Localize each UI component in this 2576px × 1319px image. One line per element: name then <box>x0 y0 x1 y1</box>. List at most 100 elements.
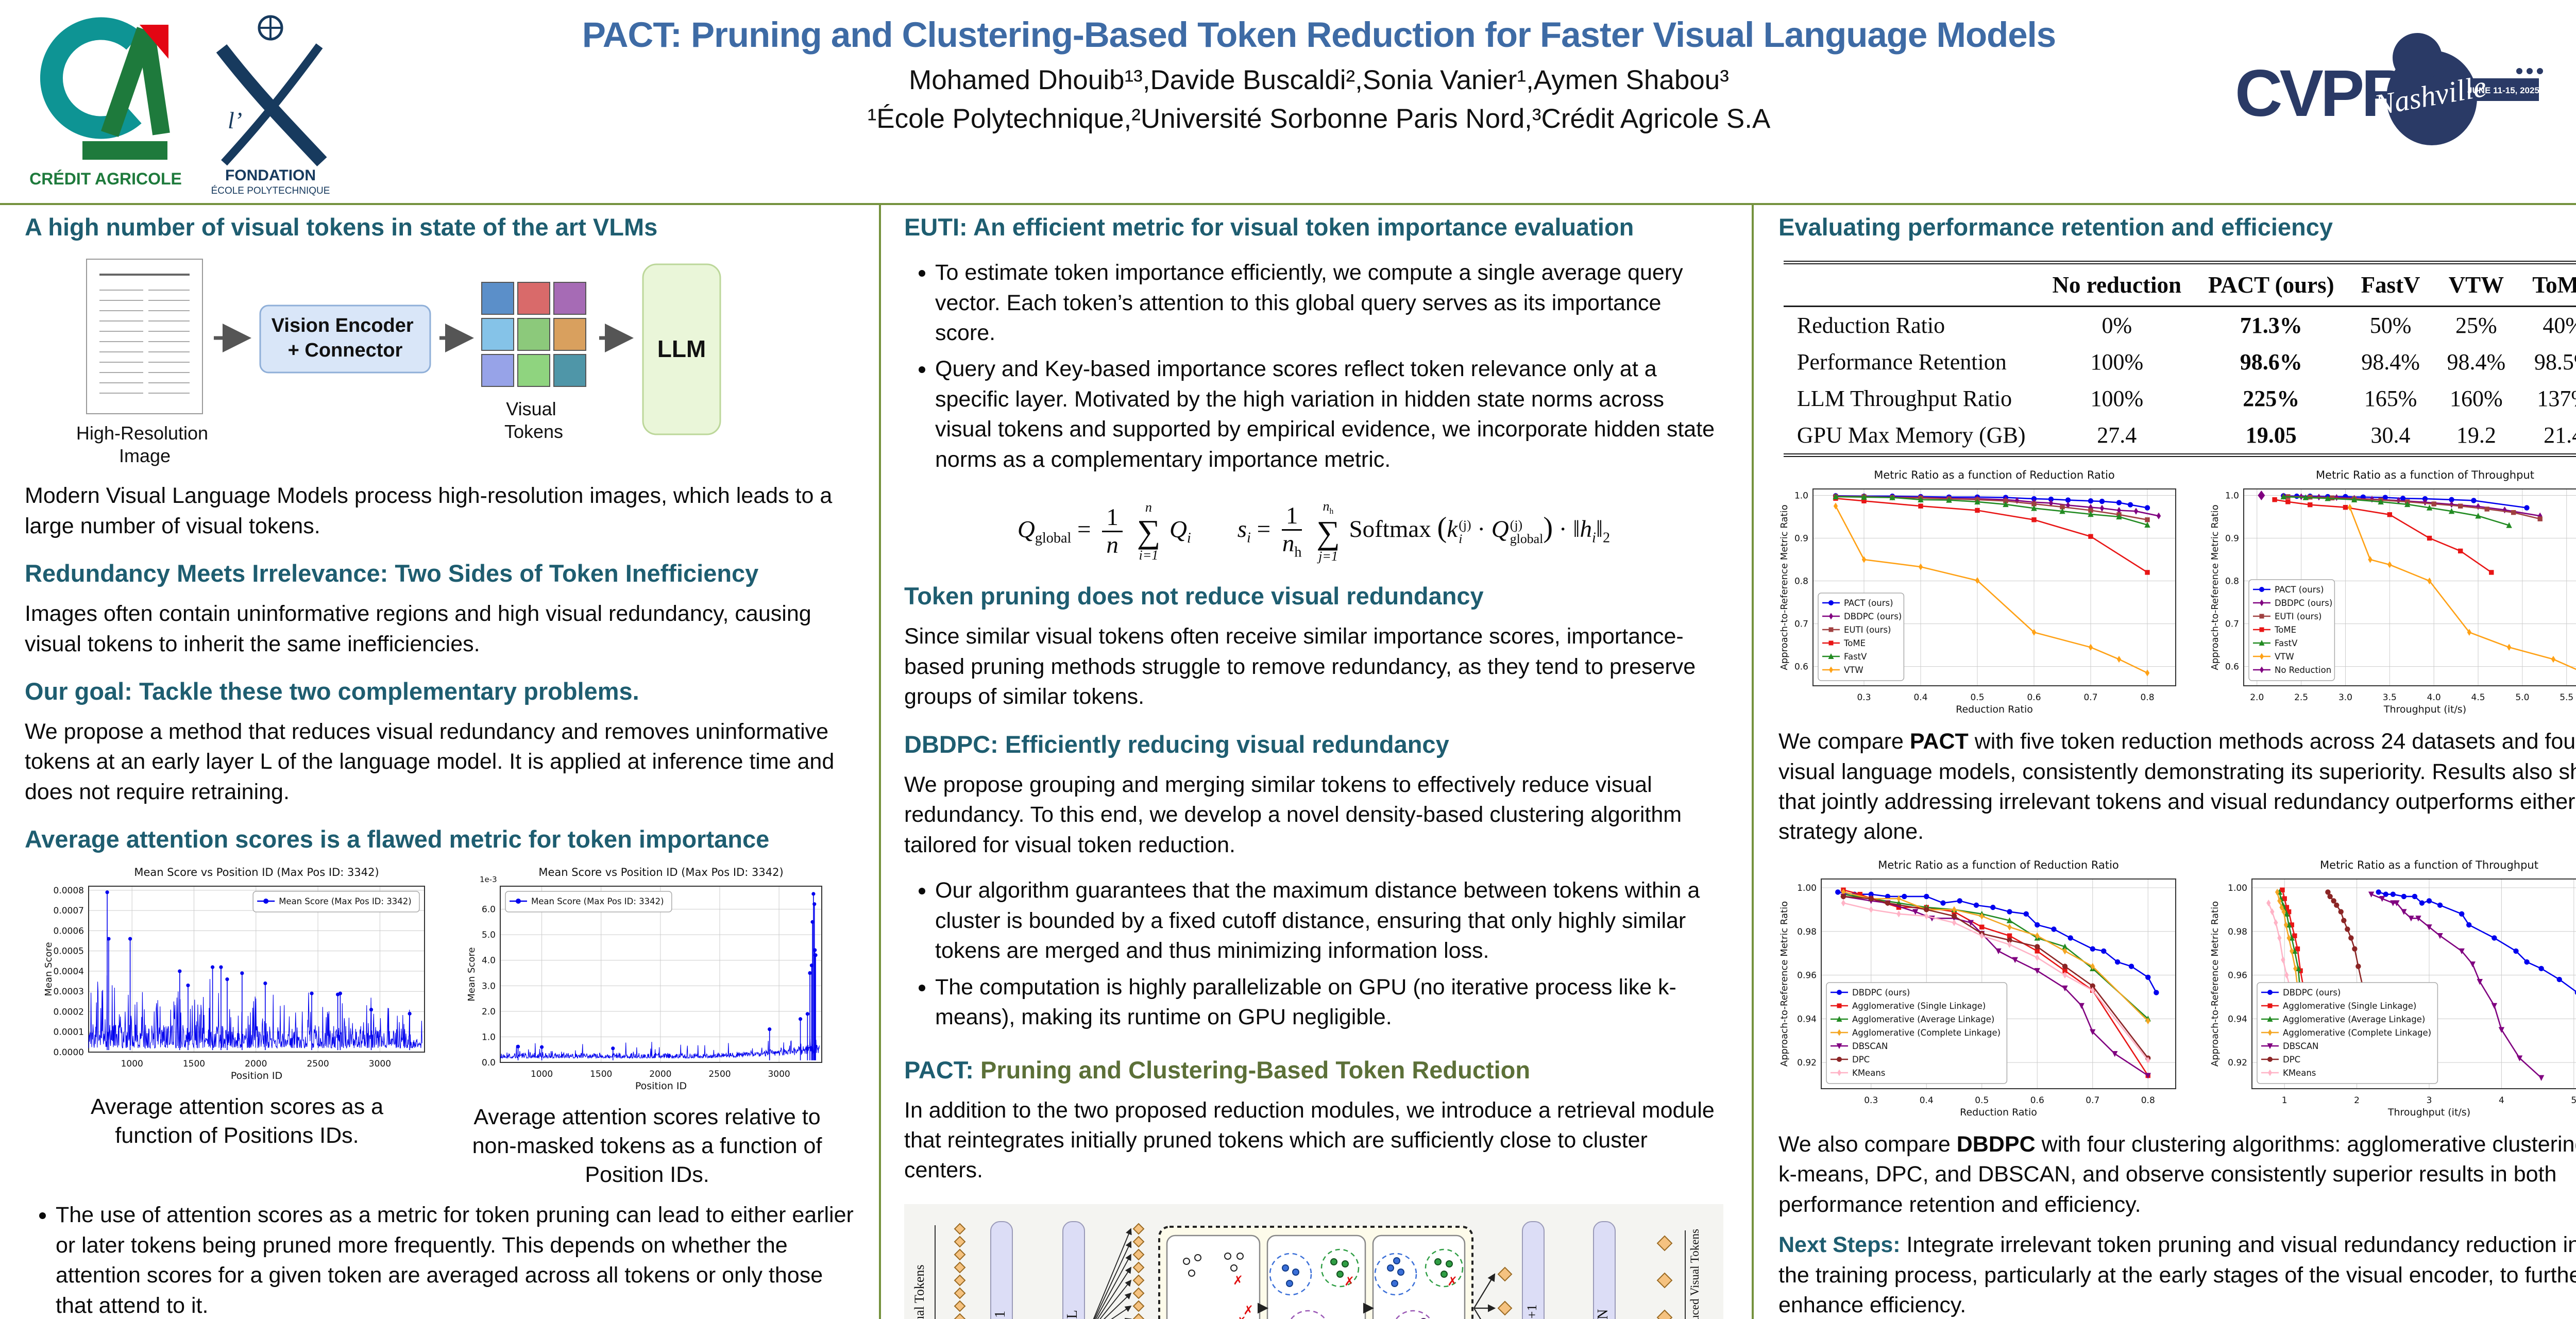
svg-text:Agglomerative (Complete Linkag: Agglomerative (Complete Linkage) <box>1852 1028 2001 1038</box>
attention-chart-all: 1000 1500 2000 2500 3000 0.0000 0.0001 0.0002 0.… <box>41 864 433 1190</box>
visual-token-icon <box>954 1223 966 1235</box>
caption-attention-nonmasked: Average attention scores relative to non… <box>472 1105 822 1188</box>
ca-underline <box>82 141 167 160</box>
visual-token-icon <box>1656 1235 1673 1252</box>
svg-text:Mean Score vs Position ID (Ma: Mean Score vs Position ID (Max Pos ID: 3… <box>134 866 379 878</box>
poster-header: CRÉDIT AGRICOLE l’ FONDATION ÉCOLE POLYT… <box>0 0 2576 203</box>
svg-text:0.7: 0.7 <box>2086 1095 2099 1106</box>
paragraph-goal: We propose a method that reduces visual … <box>25 719 835 804</box>
svg-text:6.0: 6.0 <box>482 905 496 915</box>
svg-text:KMeans: KMeans <box>2283 1068 2316 1078</box>
paragraph-pact: In addition to the two proposed reductio… <box>904 1097 1715 1183</box>
svg-text:Mean Score vs Position ID (Ma: Mean Score vs Position ID (Max Pos ID: 3… <box>538 866 783 878</box>
ca-a-right <box>137 28 170 136</box>
chart-attn-nonmasked: 1000 1500 2000 2500 3000 0.0 1.0 2.0 3.0 4.0 5.0 6.… <box>466 866 822 1092</box>
visual-token-icon <box>1132 1248 1145 1261</box>
svg-text:DPC: DPC <box>1852 1055 1870 1064</box>
svg-text:1500: 1500 <box>183 1059 205 1069</box>
svg-text:1000: 1000 <box>531 1069 553 1079</box>
svg-text:✗: ✗ <box>1344 1274 1354 1289</box>
visual-token-icon <box>1656 1309 1673 1319</box>
svg-text:Reduction Ratio: Reduction Ratio <box>1956 704 2033 715</box>
visual-token-icon <box>1132 1236 1145 1248</box>
bullet-global-query: To estimate token importance efficiently… <box>935 258 1723 348</box>
visual-token-icon <box>954 1300 966 1312</box>
svg-text:Mean Score: Mean Score <box>43 942 54 996</box>
svg-text:1.0: 1.0 <box>1794 491 1808 501</box>
cvpr-brand: CVPR <box>2235 57 2408 130</box>
bullet-cutoff-distance: Our algorithm guarantees that the maximu… <box>935 875 1723 966</box>
svg-text:VTW: VTW <box>1844 665 1863 675</box>
table-cell: 98.6% <box>2240 349 2302 375</box>
svg-text:Mean Score (Max Pos ID: 3342): Mean Score (Max Pos ID: 3342) <box>279 897 412 906</box>
svg-text:0.6: 0.6 <box>2225 662 2239 672</box>
svg-text:0.94: 0.94 <box>2228 1014 2247 1024</box>
chart-clustering-reduction: 0.3 0.4 0.5 0.6 0.7 0.8 0.92 0.94 0.96 0.98 1.00 Me… <box>1779 859 2176 1118</box>
visual-token-icon <box>1132 1261 1145 1274</box>
svg-text:DBSCAN: DBSCAN <box>1852 1041 1888 1051</box>
svg-text:2: 2 <box>2354 1095 2360 1106</box>
svg-text:0.98: 0.98 <box>2228 927 2247 937</box>
table-cell: 25% <box>2455 313 2497 339</box>
svg-text:Approach-to-Reference Metric R: Approach-to-Reference Metric Ratio <box>2210 901 2221 1067</box>
table-cell: Performance Retention <box>1797 349 2007 375</box>
column-divider-2 <box>1752 205 1754 1319</box>
heading-redundancy: Redundancy Meets Irrelevance: Two Sides … <box>25 559 759 587</box>
visual-token-icon <box>1497 1300 1513 1316</box>
svg-text:0.0: 0.0 <box>482 1058 496 1068</box>
table-row: Reduction Ratio 0% 71.3% 50% 25% 40% <box>1784 307 2576 344</box>
heading-dbdpc: DBDPC: Efficiently reducing visual redun… <box>904 730 1449 758</box>
table-cell: 100% <box>2090 386 2144 412</box>
svg-text:EUTI (ours): EUTI (ours) <box>2275 612 2322 621</box>
table-cell: 30.4 <box>2370 422 2411 448</box>
svg-text:5.0: 5.0 <box>482 931 496 941</box>
heading-high-token-count: A high number of visual tokens in state … <box>25 213 658 241</box>
svg-text:2000: 2000 <box>245 1059 267 1069</box>
credit-agricole-logo: CRÉDIT AGRICOLE <box>28 9 183 200</box>
visual-token-icon <box>1132 1223 1145 1235</box>
svg-text:0.0007: 0.0007 <box>54 906 84 917</box>
svg-text:5: 5 <box>2571 1095 2576 1106</box>
svg-text:Throughput (it/s): Throughput (it/s) <box>2387 1107 2470 1118</box>
table-row: LLM Throughput Ratio 100% 225% 165% 160% 137% <box>1784 380 2576 417</box>
table-cell: 100% <box>2090 349 2144 375</box>
table-cell: 98.5% <box>2534 349 2576 375</box>
svg-text:0.0001: 0.0001 <box>54 1027 84 1038</box>
table-cell: 160% <box>2450 386 2503 412</box>
visual-token-icon <box>954 1313 966 1319</box>
svg-text:5.5: 5.5 <box>2560 692 2573 703</box>
svg-text:DBDPC (ours): DBDPC (ours) <box>1852 988 1910 997</box>
table-header: PACT (ours) <box>2208 272 2334 298</box>
x-script: l’ <box>228 107 242 133</box>
pact-module-box: Pruning (EUTI) Clustering (DBDPC) Retrie… <box>1158 1225 1473 1319</box>
svg-text:1: 1 <box>2282 1095 2287 1106</box>
table-cell: 225% <box>2243 386 2300 412</box>
euti-bullets: To estimate token importance efficiently… <box>906 251 1723 481</box>
x-name2: ÉCOLE POLYTECHNIQUE <box>211 185 330 196</box>
svg-text:4.0: 4.0 <box>2427 692 2441 703</box>
vision-encoder-box: Vision Encoder + Connector <box>259 305 431 374</box>
table-header: ToME <box>2532 272 2576 298</box>
svg-text:0.4: 0.4 <box>1913 692 1927 703</box>
visual-token-icon <box>1132 1313 1145 1319</box>
svg-text:0.9: 0.9 <box>2225 534 2239 544</box>
table-cell: 0% <box>2102 313 2132 339</box>
table-cell: 137% <box>2537 386 2576 412</box>
table-cell: 50% <box>2369 313 2412 339</box>
svg-text:0.0006: 0.0006 <box>54 926 84 937</box>
svg-text:2500: 2500 <box>307 1059 329 1069</box>
svg-text:Throughput (it/s): Throughput (it/s) <box>2383 704 2466 715</box>
svg-text:Metric Ratio as a function of: Metric Ratio as a function of Throughput <box>2316 469 2534 481</box>
table-header: No reduction <box>2052 272 2181 298</box>
heading-pact: PACT: Pruning and Clustering-Based Token… <box>904 1056 1531 1084</box>
table-cell: 165% <box>2364 386 2417 412</box>
svg-text:0.8: 0.8 <box>1794 577 1808 587</box>
left-column: A high number of visual tokens in state … <box>25 210 854 1319</box>
svg-text:FastV: FastV <box>1844 652 1867 662</box>
paragraph-vlm: Modern Visual Language Models process hi… <box>25 483 833 538</box>
svg-text:3.0: 3.0 <box>2338 692 2352 703</box>
chart-methods-throughput: 2.0 2.5 3.0 3.5 4.0 4.5 5.0 5.5 0.6 0.7 0.8 0.9 1.0 M… <box>2210 469 2576 715</box>
svg-text:4: 4 <box>2499 1095 2504 1106</box>
polytechnique-logo: l’ FONDATION ÉCOLE POLYTECHNIQUE <box>201 7 340 200</box>
